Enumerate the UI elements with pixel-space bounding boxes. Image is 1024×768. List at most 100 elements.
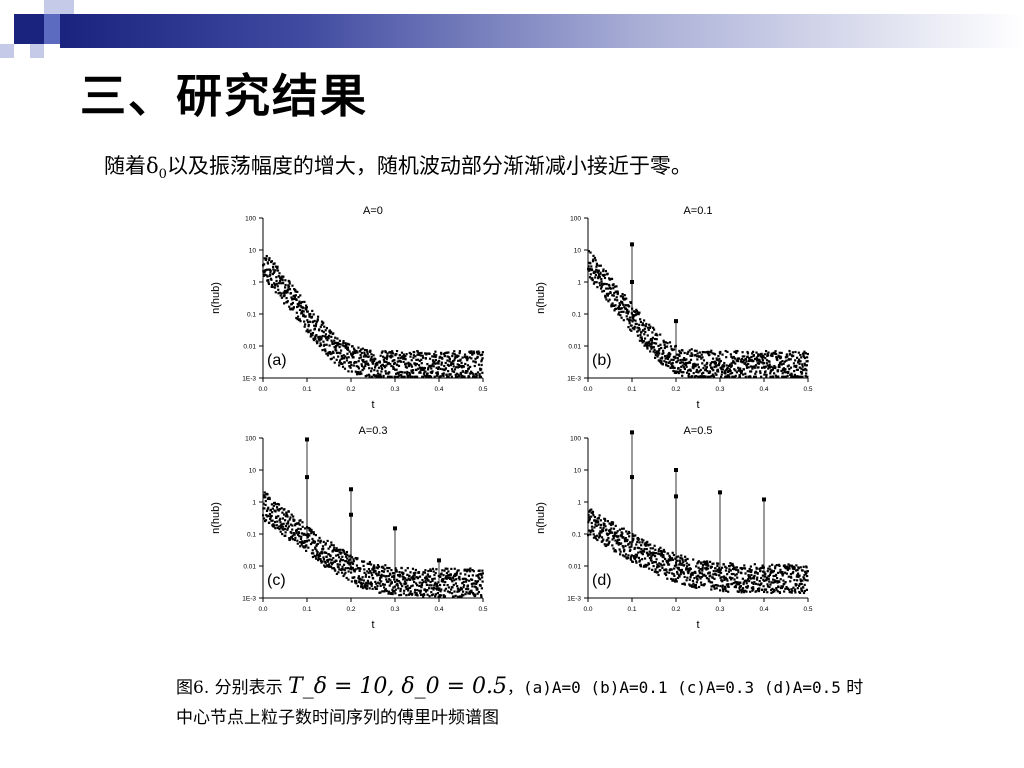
scatter-point [273, 282, 276, 285]
scatter-point [403, 357, 406, 360]
scatter-point [342, 574, 345, 578]
scatter-point [635, 313, 638, 316]
scatter-point [322, 558, 326, 561]
scatter-point [714, 361, 718, 364]
scatter-point [457, 595, 460, 598]
scatter-point [763, 353, 766, 356]
scatter-point [681, 582, 684, 586]
scatter-point [454, 355, 457, 358]
scatter-point [384, 351, 387, 354]
scatter-point [682, 572, 686, 575]
scatter-point [283, 293, 286, 296]
scatter-point [631, 327, 634, 330]
scatter-point [340, 357, 344, 360]
scatter-point [409, 362, 412, 365]
scatter-point [284, 279, 287, 282]
scatter-point [595, 537, 598, 540]
scatter-point [289, 516, 292, 519]
scatter-point [790, 588, 793, 591]
scatter-point [637, 551, 640, 554]
scatter-point [633, 557, 637, 560]
scatter-point [805, 571, 808, 575]
scatter-point [458, 351, 461, 355]
scatter-point [757, 366, 760, 369]
scatter-point [758, 360, 762, 363]
scatter-point [457, 354, 460, 358]
scatter-point [439, 590, 442, 593]
scatter-point [632, 315, 635, 318]
scatter-point [457, 373, 460, 376]
panel-label: (c) [267, 572, 286, 589]
scatter-point [804, 375, 807, 378]
scatter-point [600, 530, 603, 533]
scatter-point [325, 555, 328, 558]
x-tick-label: 0.3 [715, 386, 724, 393]
scatter-point [646, 540, 649, 543]
scatter-point [317, 539, 320, 542]
scatter-point [400, 351, 404, 354]
scatter-point [350, 568, 353, 571]
scatter-point [323, 325, 326, 328]
scatter-point [290, 531, 293, 534]
scatter-point [467, 588, 470, 591]
scatter-point [355, 365, 358, 368]
scatter-point [277, 292, 280, 295]
scatter-point [434, 350, 437, 353]
scatter-point [766, 583, 769, 586]
scatter-point [741, 589, 744, 592]
scatter-point [414, 593, 417, 596]
scatter-point [605, 528, 608, 531]
scatter-point [426, 589, 429, 592]
scatter-point [796, 356, 799, 359]
scatter-point [324, 542, 328, 545]
scatter-point [273, 524, 276, 527]
scatter-point [284, 283, 287, 287]
scatter-point [338, 568, 341, 571]
scatter-point [798, 366, 801, 369]
scatter-point [755, 590, 758, 593]
scatter-point [320, 550, 323, 554]
scatter-point [272, 525, 275, 528]
scatter-point [661, 356, 664, 359]
scatter-point [784, 371, 787, 374]
scatter-point [592, 530, 595, 533]
scatter-point [417, 571, 421, 574]
scatter-point [318, 536, 321, 540]
scatter-point [640, 544, 643, 547]
scatter-point [435, 582, 438, 586]
scatter-point [411, 369, 415, 372]
scatter-point [706, 361, 709, 365]
scatter-point [695, 565, 698, 568]
scatter-point [592, 533, 595, 536]
scatter-point [631, 533, 634, 536]
scatter-point [668, 554, 671, 557]
scatter-point [755, 351, 758, 354]
scatter-point [764, 573, 767, 576]
scatter-point [273, 286, 276, 289]
scatter-point [282, 528, 285, 531]
scatter-point [663, 340, 666, 344]
scatter-point [596, 271, 599, 274]
scatter-point [684, 358, 687, 362]
scatter-point [708, 560, 712, 563]
scatter-point [613, 534, 616, 538]
scatter-point [654, 568, 657, 571]
scatter-point [597, 269, 600, 272]
scatter-point [693, 375, 696, 378]
scatter-point [283, 302, 286, 305]
scatter-point [294, 524, 297, 527]
scatter-point [640, 538, 643, 541]
scatter-point [801, 579, 804, 582]
scatter-point [695, 368, 698, 372]
scatter-point [600, 277, 603, 281]
scatter-point [348, 558, 351, 561]
scatter-point [594, 535, 597, 538]
scatter-point [737, 369, 741, 372]
scatter-point [480, 595, 483, 598]
scatter-point [270, 278, 273, 281]
scatter-point [620, 316, 623, 319]
scatter-point [641, 553, 644, 556]
scatter-point [387, 590, 391, 593]
scatter-point [424, 579, 427, 582]
scatter-point [613, 309, 616, 312]
